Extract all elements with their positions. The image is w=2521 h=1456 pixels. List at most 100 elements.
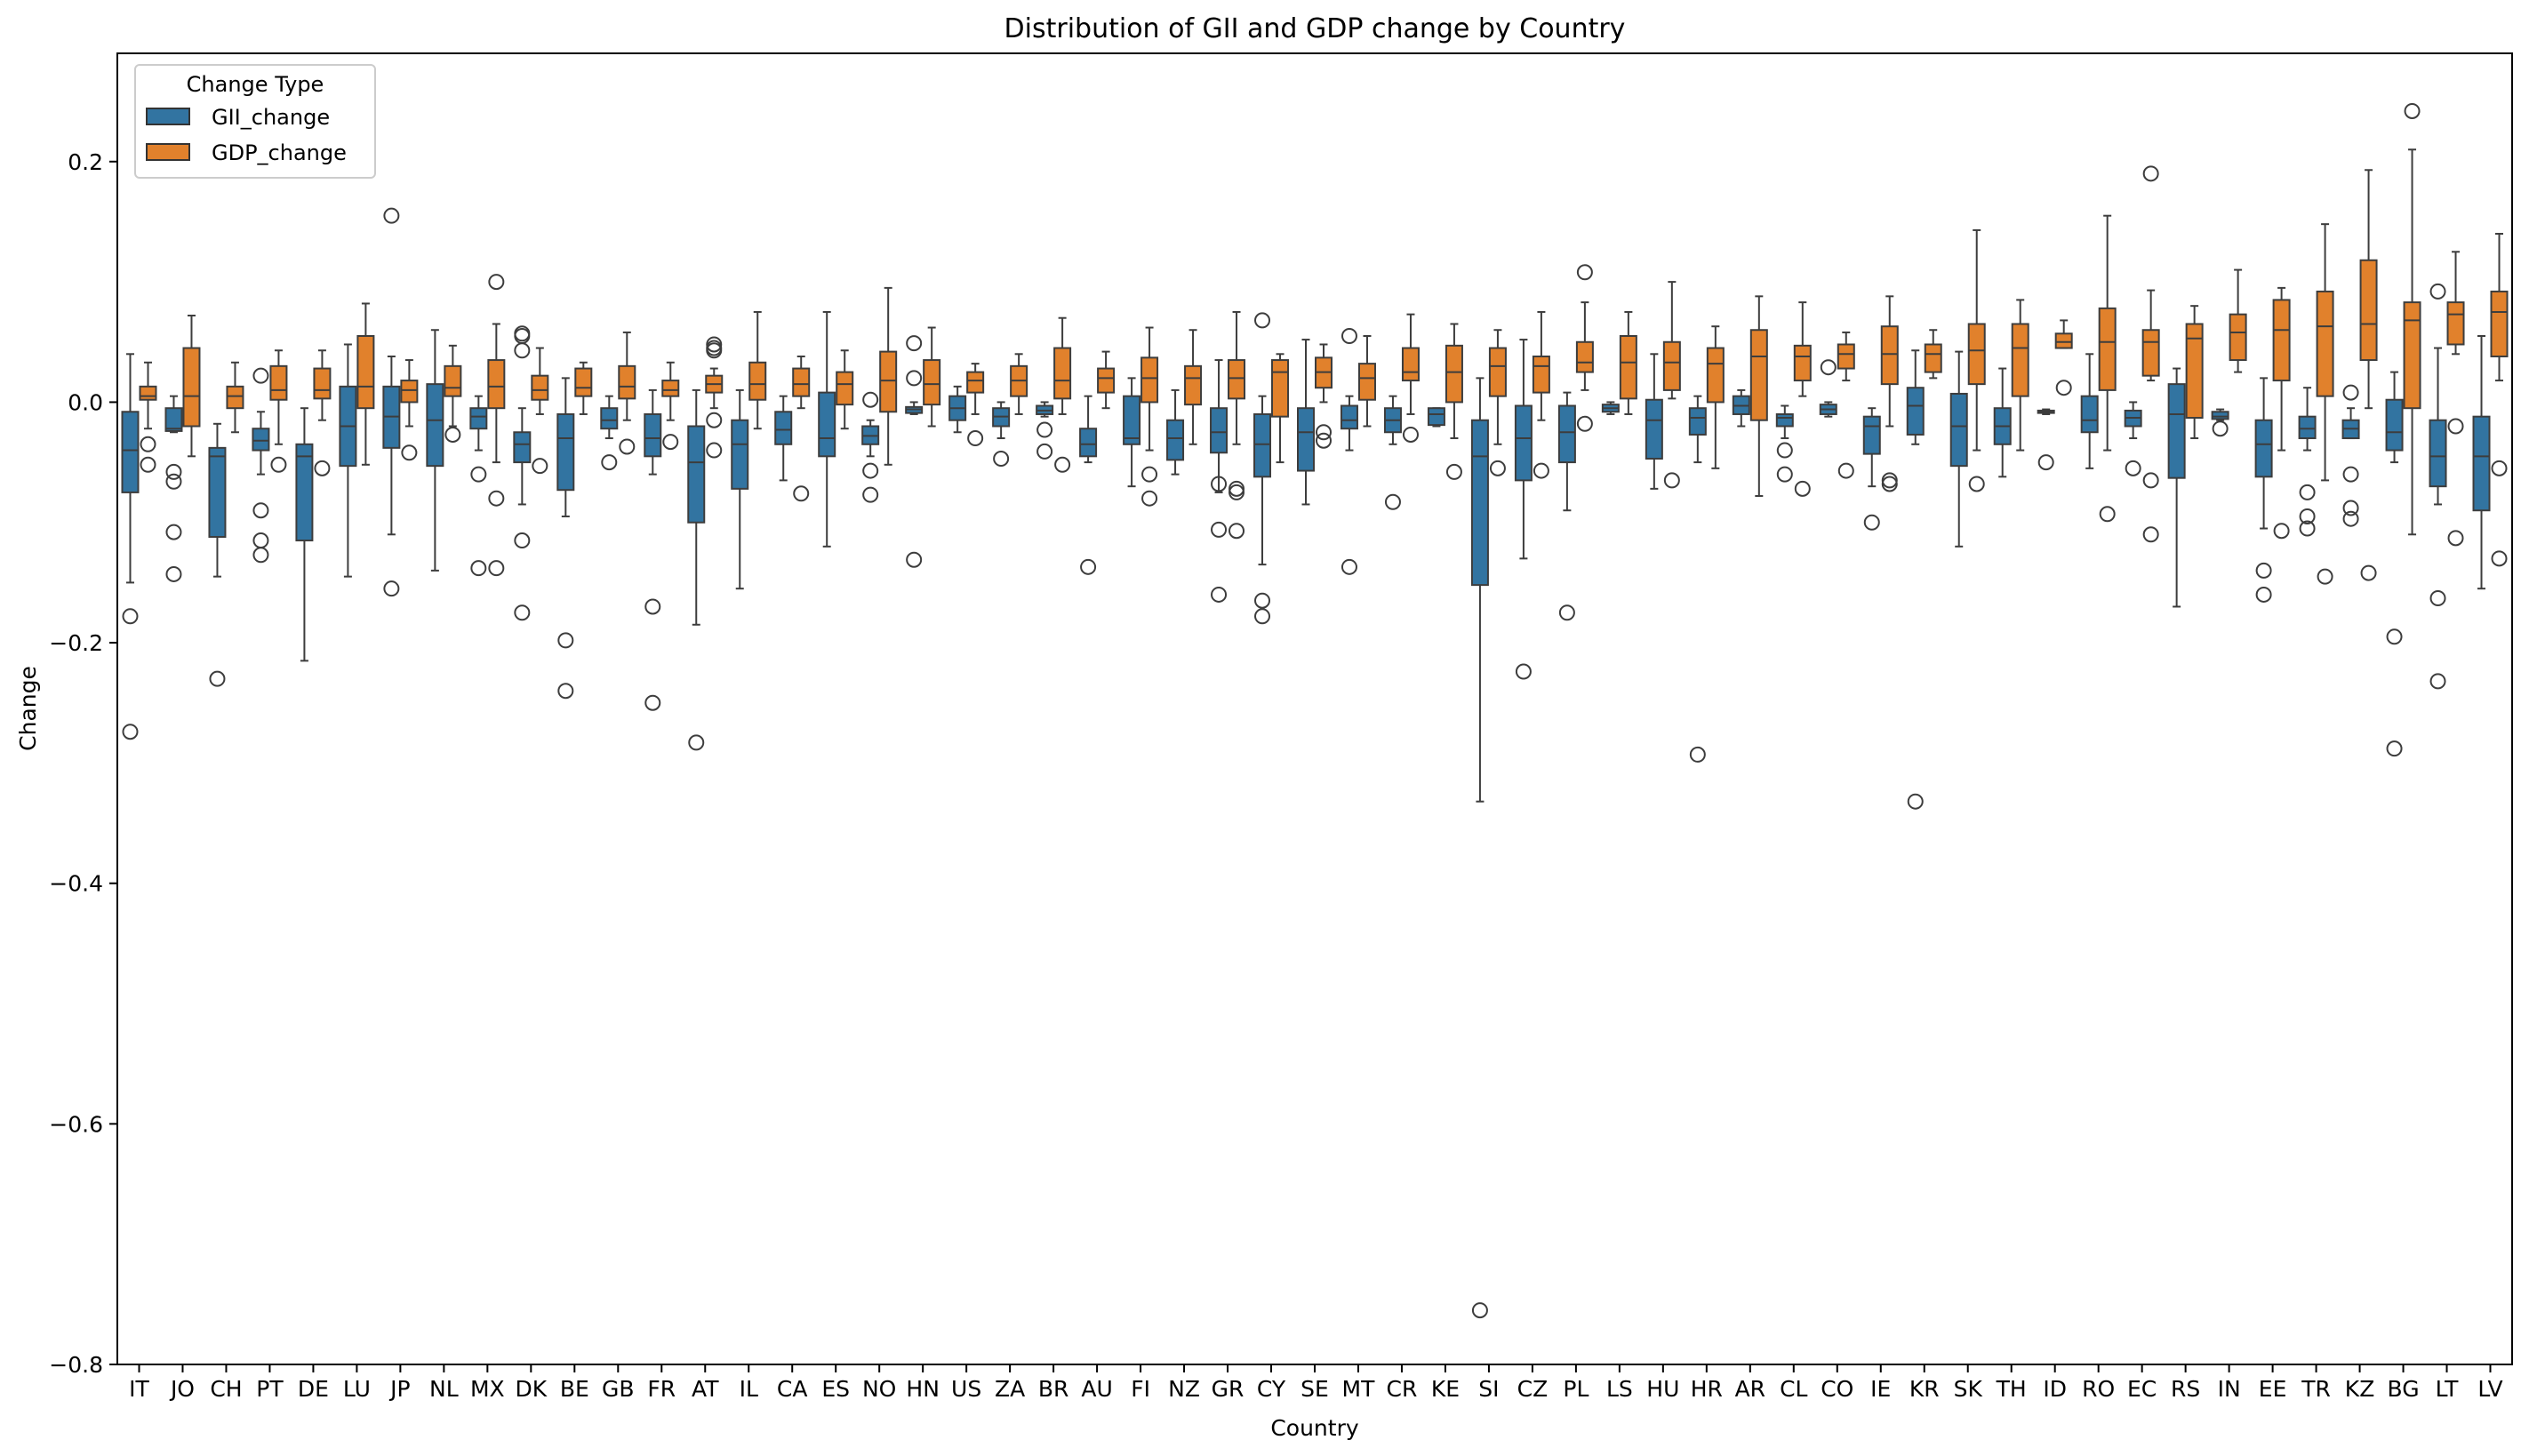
box-GII_change-PT [252, 367, 270, 564]
box-iqr [1427, 407, 1445, 427]
x-tick-label: GR [1212, 1376, 1244, 1402]
outlier-point [270, 456, 287, 473]
box-GII_change-SK [1949, 350, 1968, 548]
box-GII_change-CY [1253, 312, 1272, 625]
x-tick-label: KZ [2345, 1376, 2375, 1402]
outlier-point [2255, 562, 2272, 579]
outlier-point [1211, 476, 1228, 492]
outlier-point [2125, 460, 2141, 476]
box-GDP_change-US [966, 363, 985, 447]
outlier-point [1316, 432, 1332, 449]
box-GDP_change-IE [1880, 295, 1899, 492]
box-iqr [2316, 290, 2334, 397]
box-iqr [1488, 347, 1507, 397]
box-iqr [2080, 395, 2099, 434]
box-GII_change-LU [339, 343, 357, 578]
x-tick-label: BE [560, 1376, 589, 1402]
box-iqr [1706, 347, 1725, 404]
box-GDP_change-AT [705, 336, 724, 459]
outlier-point [252, 547, 269, 564]
x-tick-label: TH [1996, 1376, 2027, 1402]
outlier-point [1576, 415, 1593, 432]
box-iqr [1749, 329, 1768, 421]
box-iqr [1401, 347, 1420, 382]
x-tick-label: HU [1646, 1376, 1679, 1402]
outlier-point [793, 485, 810, 502]
box-GII_change-NO [861, 391, 880, 503]
x-tick-label: FI [1131, 1376, 1150, 1402]
box-iqr [1228, 359, 1246, 400]
outlier-point [1054, 456, 1071, 473]
box-iqr [295, 443, 314, 542]
outlier-point [1776, 442, 1793, 459]
outlier-point [1663, 472, 1680, 489]
x-tick-label: CZ [1517, 1376, 1549, 1402]
box-iqr [208, 446, 227, 538]
outlier-point [2386, 628, 2403, 645]
outlier-point [401, 444, 418, 461]
box-iqr [1837, 343, 1855, 370]
box-GII_change-GB [600, 395, 619, 471]
box-GII_change-HU [1645, 353, 1663, 490]
box-iqr [1906, 387, 1925, 436]
box-GDP_change-HN [923, 326, 941, 428]
outlier-point [314, 460, 331, 476]
y-tick-label: −0.4 [49, 871, 103, 897]
box-iqr [1949, 392, 1968, 468]
box-GDP_change-LV [2490, 232, 2509, 567]
x-tick-label: DK [515, 1376, 547, 1402]
box-iqr [1532, 356, 1550, 394]
box-iqr [164, 407, 183, 432]
box-iqr [1557, 404, 1576, 464]
box-GDP_change-LU [356, 302, 375, 466]
outlier-point [1341, 558, 1357, 575]
box-GDP_change-DK [531, 347, 549, 475]
outlier-point [488, 274, 505, 291]
box-GII_change-LV [2472, 335, 2491, 590]
outlier-point [2447, 418, 2464, 435]
box-iqr [2185, 323, 2204, 420]
box-iqr [2359, 259, 2378, 362]
x-tick-label: KR [1909, 1376, 1940, 1402]
x-tick-label: RS [2171, 1376, 2200, 1402]
box-GII_change-NL [426, 329, 444, 572]
x-tick-label: AT [692, 1376, 719, 1402]
box-GII_change-NZ [1166, 388, 1185, 476]
box-GII_change-KZ [2341, 384, 2360, 527]
outlier-point [1228, 480, 1245, 497]
x-tick-label: GB [602, 1376, 635, 1402]
outlier-point [1080, 558, 1097, 575]
outlier-point [706, 342, 723, 359]
box-GII_change-SE [1297, 339, 1315, 506]
box-iqr [1123, 395, 1141, 445]
x-tick-label: AU [1081, 1376, 1112, 1402]
box-GII_change-MX [469, 395, 488, 577]
box-GDP_change-HU [1662, 281, 1681, 489]
box-iqr [182, 347, 201, 428]
box-GII_change-KR [1906, 349, 1925, 810]
box-GDP_change-IL [748, 310, 767, 430]
y-tick-label: −0.6 [49, 1111, 103, 1137]
outlier-point [165, 463, 182, 480]
box-GDP_change-CH [226, 361, 244, 434]
outlier-point [2404, 102, 2421, 119]
box-iqr [2229, 313, 2247, 362]
x-tick-label: ID [2043, 1376, 2067, 1402]
chart-title: Distribution of GII and GDP change by Co… [1004, 13, 1626, 44]
box-iqr [1619, 335, 1637, 400]
box-GII_change-ZA [992, 401, 1011, 468]
x-tick-label: AR [1735, 1376, 1765, 1402]
outlier-point [252, 367, 269, 384]
x-tick-label: IT [129, 1376, 149, 1402]
x-tick-label: EE [2259, 1376, 2287, 1402]
outlier-point [1402, 426, 1419, 443]
outlier-point [514, 532, 531, 549]
outlier-point [470, 560, 487, 577]
outlier-point [1881, 476, 1898, 492]
outlier-point [444, 426, 461, 443]
box-iqr [792, 367, 811, 397]
box-iqr [2254, 419, 2273, 478]
box-GII_change-RO [2080, 353, 2099, 469]
outlier-point [1881, 472, 1898, 489]
outlier-point [2299, 520, 2316, 537]
